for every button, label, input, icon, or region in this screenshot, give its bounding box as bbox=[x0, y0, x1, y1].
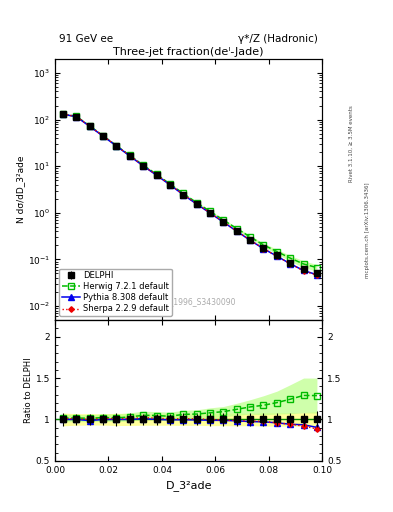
Pythia 8.308 default bbox=[314, 272, 319, 278]
Pythia 8.308 default bbox=[61, 111, 65, 117]
Herwig 7.2.1 default bbox=[234, 225, 239, 231]
Line: Sherpa 2.2.9 default: Sherpa 2.2.9 default bbox=[61, 112, 319, 277]
Herwig 7.2.1 default bbox=[181, 190, 185, 197]
Pythia 8.308 default bbox=[114, 143, 119, 149]
Herwig 7.2.1 default bbox=[301, 261, 306, 267]
Pythia 8.308 default bbox=[288, 261, 292, 267]
Sherpa 2.2.9 default bbox=[114, 143, 119, 149]
Sherpa 2.2.9 default bbox=[314, 272, 319, 278]
Pythia 8.308 default bbox=[234, 228, 239, 234]
Herwig 7.2.1 default bbox=[221, 217, 226, 223]
Herwig 7.2.1 default bbox=[261, 242, 266, 248]
Sherpa 2.2.9 default bbox=[167, 182, 172, 188]
Herwig 7.2.1 default bbox=[288, 255, 292, 261]
Sherpa 2.2.9 default bbox=[221, 219, 226, 225]
Herwig 7.2.1 default bbox=[141, 162, 145, 168]
Pythia 8.308 default bbox=[274, 253, 279, 259]
Pythia 8.308 default bbox=[261, 246, 266, 252]
Sherpa 2.2.9 default bbox=[288, 261, 292, 267]
Text: 91 GeV ee: 91 GeV ee bbox=[59, 33, 113, 44]
Herwig 7.2.1 default bbox=[127, 153, 132, 159]
Herwig 7.2.1 default bbox=[114, 143, 119, 149]
Title: Three-jet fraction(deᴵ-Jade): Three-jet fraction(deᴵ-Jade) bbox=[114, 47, 264, 57]
Herwig 7.2.1 default bbox=[87, 123, 92, 129]
Sherpa 2.2.9 default bbox=[74, 114, 79, 120]
Herwig 7.2.1 default bbox=[154, 171, 159, 177]
Pythia 8.308 default bbox=[181, 191, 185, 198]
Sherpa 2.2.9 default bbox=[194, 201, 199, 207]
Sherpa 2.2.9 default bbox=[234, 228, 239, 234]
Sherpa 2.2.9 default bbox=[181, 191, 185, 198]
Herwig 7.2.1 default bbox=[61, 111, 65, 117]
Sherpa 2.2.9 default bbox=[274, 253, 279, 259]
Sherpa 2.2.9 default bbox=[101, 133, 105, 139]
X-axis label: D_3²ade: D_3²ade bbox=[165, 480, 212, 491]
Herwig 7.2.1 default bbox=[274, 248, 279, 254]
Sherpa 2.2.9 default bbox=[301, 268, 306, 274]
Line: Herwig 7.2.1 default: Herwig 7.2.1 default bbox=[61, 111, 320, 270]
Text: γ*/Z (Hadronic): γ*/Z (Hadronic) bbox=[239, 33, 318, 44]
Pythia 8.308 default bbox=[248, 237, 252, 243]
Pythia 8.308 default bbox=[194, 201, 199, 207]
Pythia 8.308 default bbox=[167, 182, 172, 188]
Herwig 7.2.1 default bbox=[74, 113, 79, 119]
Sherpa 2.2.9 default bbox=[127, 153, 132, 159]
Sherpa 2.2.9 default bbox=[87, 123, 92, 129]
Pythia 8.308 default bbox=[87, 123, 92, 130]
Y-axis label: Ratio to DELPHI: Ratio to DELPHI bbox=[24, 358, 33, 423]
Pythia 8.308 default bbox=[301, 267, 306, 273]
Herwig 7.2.1 default bbox=[248, 234, 252, 240]
Sherpa 2.2.9 default bbox=[141, 163, 145, 169]
Herwig 7.2.1 default bbox=[101, 133, 105, 139]
Sherpa 2.2.9 default bbox=[154, 172, 159, 178]
Herwig 7.2.1 default bbox=[314, 265, 319, 271]
Sherpa 2.2.9 default bbox=[61, 111, 65, 117]
Text: mcplots.cern.ch [arXiv:1306.3436]: mcplots.cern.ch [arXiv:1306.3436] bbox=[365, 183, 370, 278]
Y-axis label: N dσ/dD_3²ade: N dσ/dD_3²ade bbox=[16, 156, 25, 223]
Sherpa 2.2.9 default bbox=[261, 246, 266, 252]
Pythia 8.308 default bbox=[141, 163, 145, 169]
Pythia 8.308 default bbox=[154, 172, 159, 178]
Pythia 8.308 default bbox=[127, 153, 132, 159]
Text: DELPHI_1996_S3430090: DELPHI_1996_S3430090 bbox=[142, 297, 235, 306]
Pythia 8.308 default bbox=[221, 219, 226, 225]
Pythia 8.308 default bbox=[208, 210, 212, 216]
Sherpa 2.2.9 default bbox=[248, 237, 252, 243]
Herwig 7.2.1 default bbox=[167, 181, 172, 187]
Legend: DELPHI, Herwig 7.2.1 default, Pythia 8.308 default, Sherpa 2.2.9 default: DELPHI, Herwig 7.2.1 default, Pythia 8.3… bbox=[59, 269, 172, 316]
Herwig 7.2.1 default bbox=[208, 208, 212, 215]
Pythia 8.308 default bbox=[101, 133, 105, 139]
Sherpa 2.2.9 default bbox=[208, 210, 212, 216]
Line: Pythia 8.308 default: Pythia 8.308 default bbox=[61, 112, 320, 278]
Herwig 7.2.1 default bbox=[194, 200, 199, 206]
Pythia 8.308 default bbox=[74, 114, 79, 120]
Text: Rivet 3.1.10, ≥ 3.5M events: Rivet 3.1.10, ≥ 3.5M events bbox=[349, 105, 354, 182]
